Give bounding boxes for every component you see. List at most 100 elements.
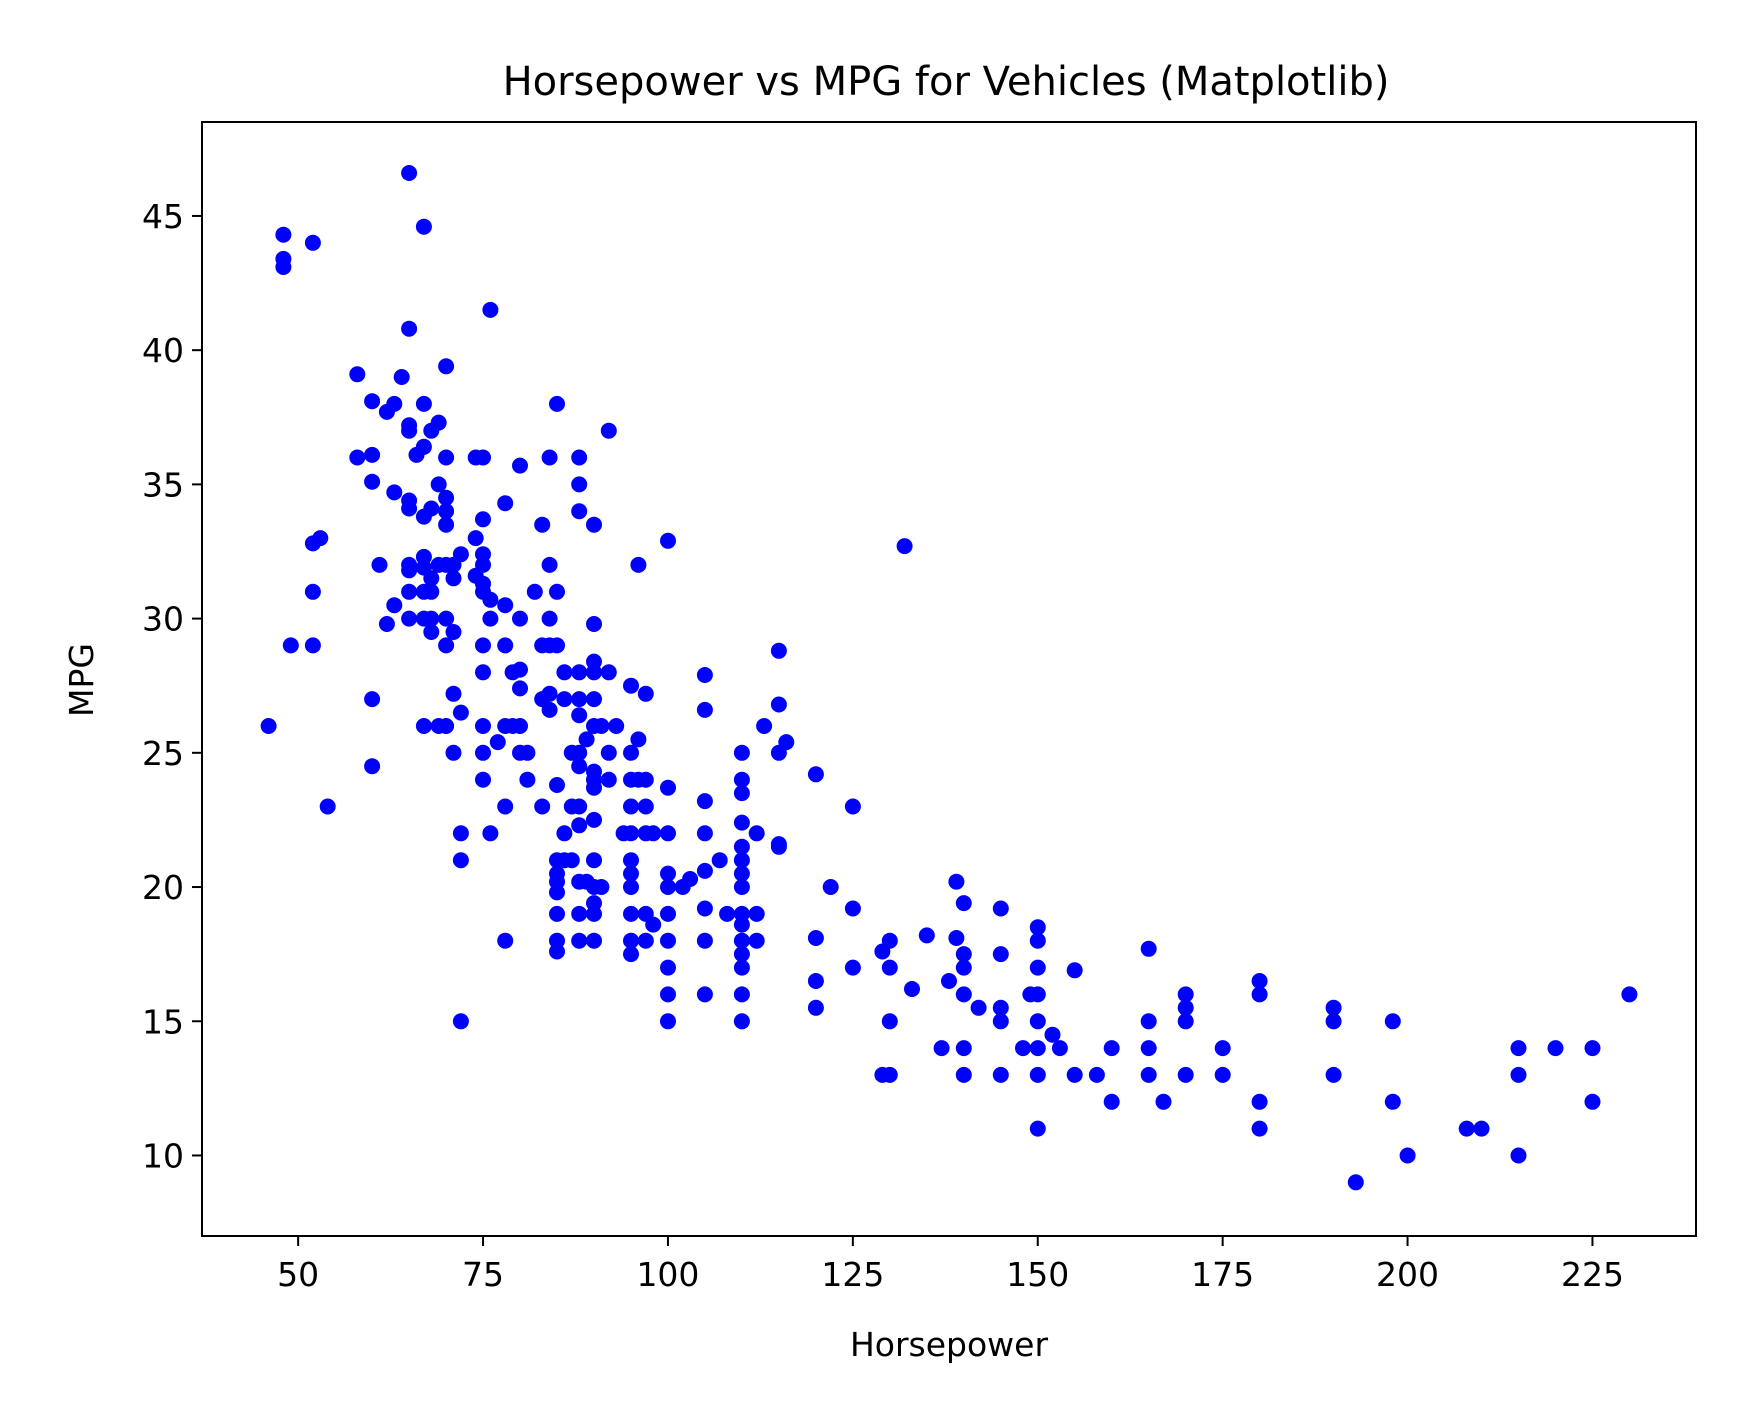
- data-point: [519, 771, 536, 788]
- data-point: [586, 616, 602, 632]
- data-point: [719, 905, 736, 922]
- data-point: [1177, 1013, 1194, 1030]
- data-point: [304, 234, 321, 251]
- data-point: [475, 771, 491, 788]
- data-point: [1029, 932, 1046, 949]
- data-point: [1325, 999, 1342, 1016]
- data-point: [586, 516, 602, 533]
- data-point: [844, 959, 861, 976]
- data-point: [1510, 1066, 1527, 1083]
- data-point: [512, 610, 528, 627]
- data-point: [955, 895, 972, 912]
- data-point: [438, 637, 455, 654]
- x-tick-label: 150: [1006, 1255, 1069, 1294]
- data-point: [1140, 1013, 1157, 1030]
- data-point: [623, 905, 639, 922]
- data-point: [282, 637, 299, 654]
- data-point: [571, 707, 588, 724]
- data-point: [941, 973, 957, 989]
- data-point: [948, 873, 965, 890]
- data-point: [549, 395, 565, 412]
- x-tick-label: 75: [462, 1255, 504, 1294]
- data-point: [696, 900, 713, 917]
- data-point: [571, 449, 588, 466]
- y-tick-label: 20: [142, 868, 184, 907]
- data-point: [1584, 1040, 1601, 1057]
- data-point: [593, 879, 610, 895]
- data-point: [881, 932, 898, 949]
- data-point: [430, 476, 447, 493]
- data-point: [497, 798, 514, 815]
- data-point: [1347, 1174, 1364, 1191]
- data-point: [445, 624, 462, 640]
- data-point: [660, 779, 676, 796]
- data-point: [682, 871, 699, 887]
- data-point: [623, 744, 639, 761]
- data-point: [541, 610, 558, 627]
- data-point: [438, 449, 455, 466]
- data-point: [438, 489, 455, 506]
- data-point: [556, 691, 573, 708]
- data-point: [733, 852, 750, 869]
- data-point: [696, 986, 713, 1003]
- data-point: [1103, 1040, 1120, 1057]
- data-point: [896, 538, 913, 555]
- data-point: [415, 438, 432, 455]
- data-point: [660, 865, 676, 882]
- y-axis-label: MPG: [62, 643, 101, 717]
- y-tick-label: 10: [142, 1136, 184, 1175]
- data-point: [623, 798, 639, 815]
- x-tick-label: 50: [277, 1255, 319, 1294]
- data-point: [415, 718, 432, 734]
- data-point: [556, 664, 573, 681]
- data-point: [452, 825, 469, 842]
- data-point: [415, 218, 432, 235]
- data-point: [438, 610, 455, 627]
- data-point: [423, 500, 440, 517]
- data-point: [438, 358, 455, 375]
- data-point: [549, 777, 565, 793]
- data-point: [733, 916, 750, 933]
- data-point: [1066, 962, 1083, 979]
- data-point: [637, 685, 654, 702]
- data-point: [1044, 1026, 1061, 1043]
- data-point: [497, 637, 514, 654]
- y-tick-label: 25: [142, 734, 184, 773]
- data-point: [623, 825, 639, 842]
- data-point: [349, 366, 366, 383]
- data-point: [475, 511, 491, 528]
- data-point: [660, 905, 676, 922]
- data-point: [807, 999, 824, 1016]
- data-point: [1251, 986, 1268, 1003]
- data-point: [312, 530, 329, 547]
- data-point: [519, 744, 536, 761]
- data-point: [541, 556, 558, 573]
- data-point: [623, 852, 639, 869]
- data-point: [623, 865, 639, 882]
- data-point: [1251, 1093, 1268, 1110]
- x-tick-label: 225: [1561, 1255, 1624, 1294]
- data-point: [593, 718, 610, 734]
- data-point: [452, 1013, 469, 1030]
- data-point: [637, 798, 654, 815]
- data-point: [586, 691, 602, 708]
- data-point: [1088, 1066, 1105, 1083]
- data-point: [541, 449, 558, 466]
- data-point: [364, 473, 381, 490]
- y-tick-label: 15: [142, 1002, 184, 1041]
- data-point: [571, 691, 588, 708]
- data-point: [1029, 919, 1046, 936]
- data-point: [881, 959, 898, 976]
- data-point: [933, 1040, 950, 1057]
- data-point: [822, 879, 839, 895]
- data-point: [660, 1013, 676, 1030]
- data-point: [549, 943, 565, 960]
- data-point: [1384, 1093, 1401, 1110]
- data-point: [992, 946, 1009, 963]
- data-point: [549, 884, 565, 901]
- data-point: [733, 879, 750, 895]
- data-point: [1029, 1066, 1046, 1083]
- data-point: [1325, 1066, 1342, 1083]
- data-point: [630, 556, 647, 573]
